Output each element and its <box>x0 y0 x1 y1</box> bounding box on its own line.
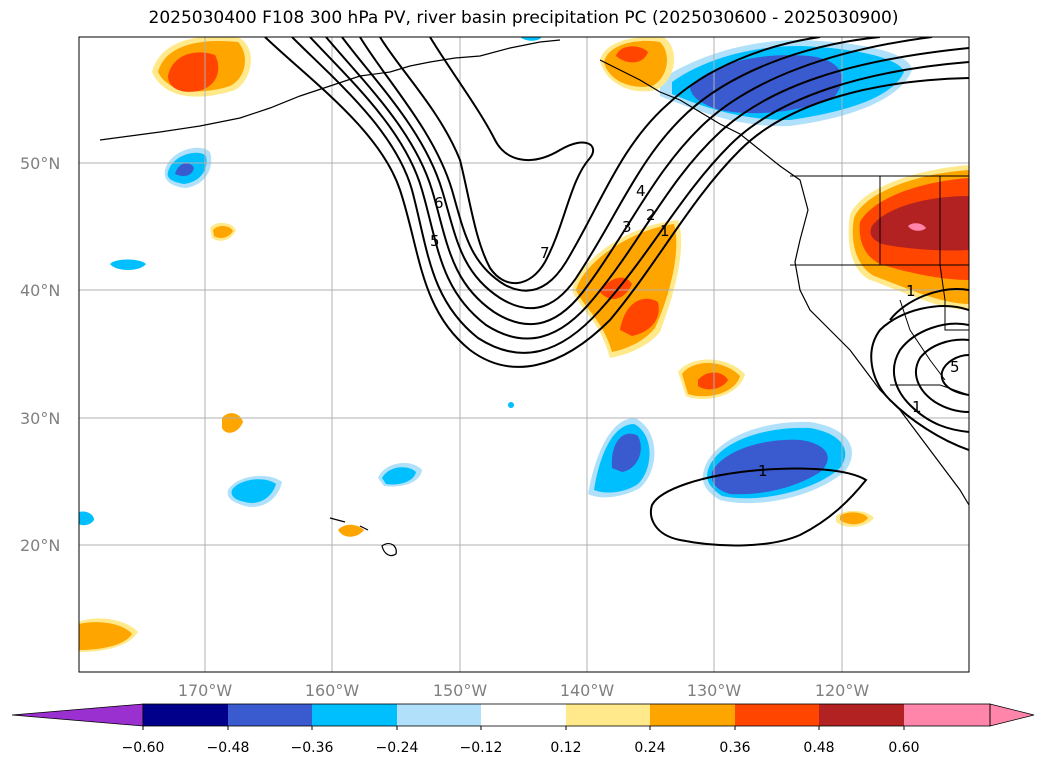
lon-label: 150°W <box>433 681 488 700</box>
lon-label: 160°W <box>305 681 360 700</box>
lon-label: 140°W <box>560 681 615 700</box>
lat-label: 20°N <box>20 536 60 555</box>
pv-label: 6 <box>434 194 444 212</box>
pv-contours <box>264 37 969 547</box>
colorbar <box>11 703 1035 730</box>
colorbar-tick-label: 0.36 <box>719 740 750 756</box>
pv-label: 2 <box>646 206 656 224</box>
colorbar-extend-max <box>989 703 1035 727</box>
map-title: 2025030400 F108 300 hPa PV, river basin … <box>148 8 899 28</box>
lat-label: 50°N <box>20 154 60 173</box>
colorbar-tick-label: −0.60 <box>122 740 165 756</box>
lon-label: 120°W <box>815 681 870 700</box>
map-frame <box>78 36 970 673</box>
colorbar-tick-label: −0.48 <box>207 740 250 756</box>
colorbar-bin <box>312 704 397 726</box>
colorbar-bin <box>904 704 990 726</box>
colorbar-tick-label: 0.12 <box>550 740 581 756</box>
lat-label: 40°N <box>20 281 60 300</box>
colorbar-tick-label: −0.36 <box>291 740 334 756</box>
colorbar-extend-min <box>11 703 144 727</box>
pv-label: 1 <box>912 398 922 416</box>
lon-label: 130°W <box>687 681 742 700</box>
colorbar-bin <box>735 704 819 726</box>
contour-labels: 7 6 5 4 3 2 1 1 1 1 5 <box>430 182 960 480</box>
colorbar-tick-label: −0.12 <box>460 740 503 756</box>
pv-label: 1 <box>660 222 670 240</box>
colorbar-tick-label: 0.24 <box>634 740 665 756</box>
pv-label: 3 <box>622 218 632 236</box>
graticule <box>79 37 969 672</box>
colorbar-bin <box>566 704 650 726</box>
colorbar-bin <box>650 704 735 726</box>
colorbar-bin <box>143 704 228 726</box>
precip-shading <box>79 37 969 652</box>
colorbar-bin <box>481 704 566 726</box>
colorbar-tick-label: 0.48 <box>803 740 834 756</box>
latitude-labels: 50°N 40°N 30°N 20°N <box>20 154 60 555</box>
pv-label: 1 <box>906 282 916 300</box>
longitude-labels: 170°W 160°W 150°W 140°W 130°W 120°W <box>178 681 870 700</box>
colorbar-tick-labels: −0.60 −0.48 −0.36 −0.24 −0.12 0.12 0.24 … <box>122 740 920 756</box>
colorbar-bin <box>819 704 904 726</box>
colorbar-bin <box>228 704 312 726</box>
map-area: 7 6 5 4 3 2 1 1 1 1 5 <box>79 37 969 672</box>
colorbar-tick-label: −0.24 <box>376 740 419 756</box>
colorbar-tick-label: 0.60 <box>888 740 919 756</box>
pv-label: 1 <box>758 462 768 480</box>
lon-label: 170°W <box>178 681 233 700</box>
colorbar-bin <box>397 704 481 726</box>
pv-label: 5 <box>430 232 440 250</box>
pv-label: 7 <box>540 244 550 262</box>
pv-label: 5 <box>950 358 960 376</box>
pv-label: 4 <box>636 182 646 200</box>
lat-label: 30°N <box>20 409 60 428</box>
